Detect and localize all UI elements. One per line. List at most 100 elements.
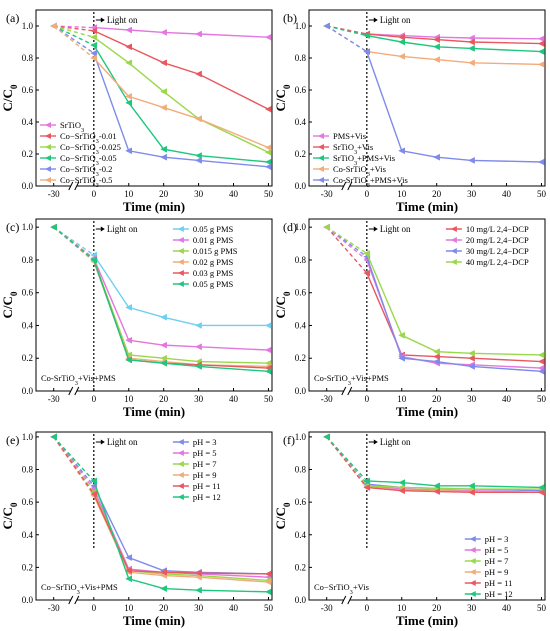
y-tick-label: 0.8 [22, 465, 34, 475]
x-tick-label: 30 [194, 394, 204, 404]
data-point [160, 145, 167, 153]
x-tick-label: 30 [467, 189, 477, 199]
x-tick-label: -30 [48, 394, 60, 404]
series-line [93, 259, 269, 369]
data-point [264, 588, 272, 596]
inset-label: Co-SrTiO3+Vis+PMS [314, 373, 389, 387]
y-axis-title: C/C0 [0, 291, 19, 318]
data-point [160, 359, 167, 367]
legend-entry: pH = 3 [172, 437, 217, 447]
light-on-label: Light on [107, 437, 138, 447]
data-point [537, 358, 545, 365]
x-tick-label: 50 [264, 189, 274, 199]
x-tick-label: -30 [48, 603, 60, 613]
x-axis-title: Time (min) [123, 404, 185, 419]
legend-swatch-marker [45, 166, 51, 172]
legend-entry: Co−SrTiO3-0.025 [40, 142, 121, 156]
x-tick-label: 50 [537, 189, 547, 199]
panel-1: (b) 0.0 0.2 0.4 0.6 0.8 1.0 -30 0 10 20 30 40 50 Time … [273, 9, 547, 214]
data-point [195, 152, 202, 160]
legend-entry: pH = 7 [172, 459, 217, 469]
data-point [195, 363, 202, 370]
legend-entry: Co-SrTiO3+Vis [313, 164, 386, 178]
legend-label: PMS+Vis [333, 131, 366, 141]
series-dark-segment [53, 25, 95, 59]
x-axis-title: Time (min) [123, 199, 185, 214]
data-point [537, 488, 545, 496]
series-line [93, 492, 269, 582]
x-tick-label: 40 [502, 603, 512, 613]
light-on-arrowhead [373, 439, 378, 445]
series-dark-segment [53, 436, 95, 495]
series-dark-segment [53, 25, 94, 29]
series-0 [50, 223, 272, 329]
x-tick-label: 20 [432, 189, 442, 199]
y-tick-label: 1.0 [22, 21, 34, 31]
legend-swatch-marker [177, 472, 184, 478]
axis-break-mark [341, 181, 347, 191]
data-point [160, 28, 167, 36]
panel-5: (f) 0.0 0.2 0.4 0.6 0.8 1.0 -30 0 10 20 30 40 50 Time … [273, 431, 546, 628]
legend-swatch-marker [177, 248, 184, 254]
data-point [433, 153, 440, 161]
legend-entry: pH = 5 [464, 545, 508, 555]
series-4 [323, 22, 545, 166]
y-tick-label: 0.2 [295, 149, 306, 159]
data-point [90, 33, 98, 41]
data-point [90, 41, 98, 49]
series-5 [323, 433, 545, 491]
legend-label: 10 mg/L 2,4−DCP [466, 224, 529, 234]
data-point [125, 59, 132, 67]
x-tick-label: 10 [397, 189, 407, 199]
data-point [433, 353, 440, 361]
x-tick-label: 20 [432, 394, 442, 404]
legend-label: 0.05 g PMS [193, 224, 234, 234]
data-point [195, 30, 202, 38]
legend-entry: pH = 3 [464, 534, 508, 544]
series-4 [50, 433, 272, 578]
legend-swatch-marker [45, 155, 51, 161]
x-tick-label: 30 [467, 603, 477, 613]
data-point [398, 33, 405, 41]
axis-break-mark [74, 386, 80, 396]
legend-entry: SrTiO3+PMS+Vis [313, 153, 395, 167]
x-tick-label: 40 [229, 394, 239, 404]
legend-label: pH = 7 [485, 556, 509, 566]
panel-label: (f) [283, 433, 295, 447]
x-tick-label: 10 [124, 189, 134, 199]
data-point [468, 349, 475, 357]
data-point [468, 59, 475, 67]
legend-entry: pH = 11 [172, 481, 221, 491]
data-point [125, 304, 132, 311]
series-line [93, 485, 269, 575]
panel-4: (e) 0.0 0.2 0.4 0.6 0.8 1.0 -30 0 10 20 30 40 50 Time … [0, 431, 273, 628]
data-point [195, 115, 202, 123]
data-point [433, 43, 440, 51]
legend-entry: SrTiO3 [40, 120, 84, 134]
series-line [93, 259, 269, 364]
series-line [93, 259, 269, 373]
legend-entry: 0.015 g PMS [172, 246, 238, 256]
data-point [537, 367, 545, 375]
legend-label: SrTiO3 [60, 120, 84, 134]
data-point [160, 568, 167, 576]
panel-2: (c) 0.0 0.2 0.4 0.6 0.8 1.0 -30 0 10 20 30 40 50 Time … [0, 218, 273, 419]
data-point [537, 484, 545, 491]
panel-label: (a) [6, 11, 19, 25]
legend-entry: pH = 12 [172, 492, 221, 502]
series-2 [50, 433, 272, 584]
data-point [537, 158, 545, 166]
data-point [160, 153, 167, 161]
data-point [264, 148, 272, 156]
x-tick-label: 0 [365, 394, 370, 404]
y-tick-label: 0.6 [22, 497, 34, 507]
x-tick-label: -30 [321, 603, 333, 613]
legend-label: pH = 3 [193, 437, 217, 447]
y-axis-title: C/C0 [0, 502, 19, 529]
data-point [323, 433, 330, 441]
legend-label: 20 mg/L 2,4−DCP [466, 235, 529, 245]
data-point [433, 488, 440, 495]
y-tick-label: 1.0 [22, 432, 34, 442]
data-point [398, 147, 405, 155]
